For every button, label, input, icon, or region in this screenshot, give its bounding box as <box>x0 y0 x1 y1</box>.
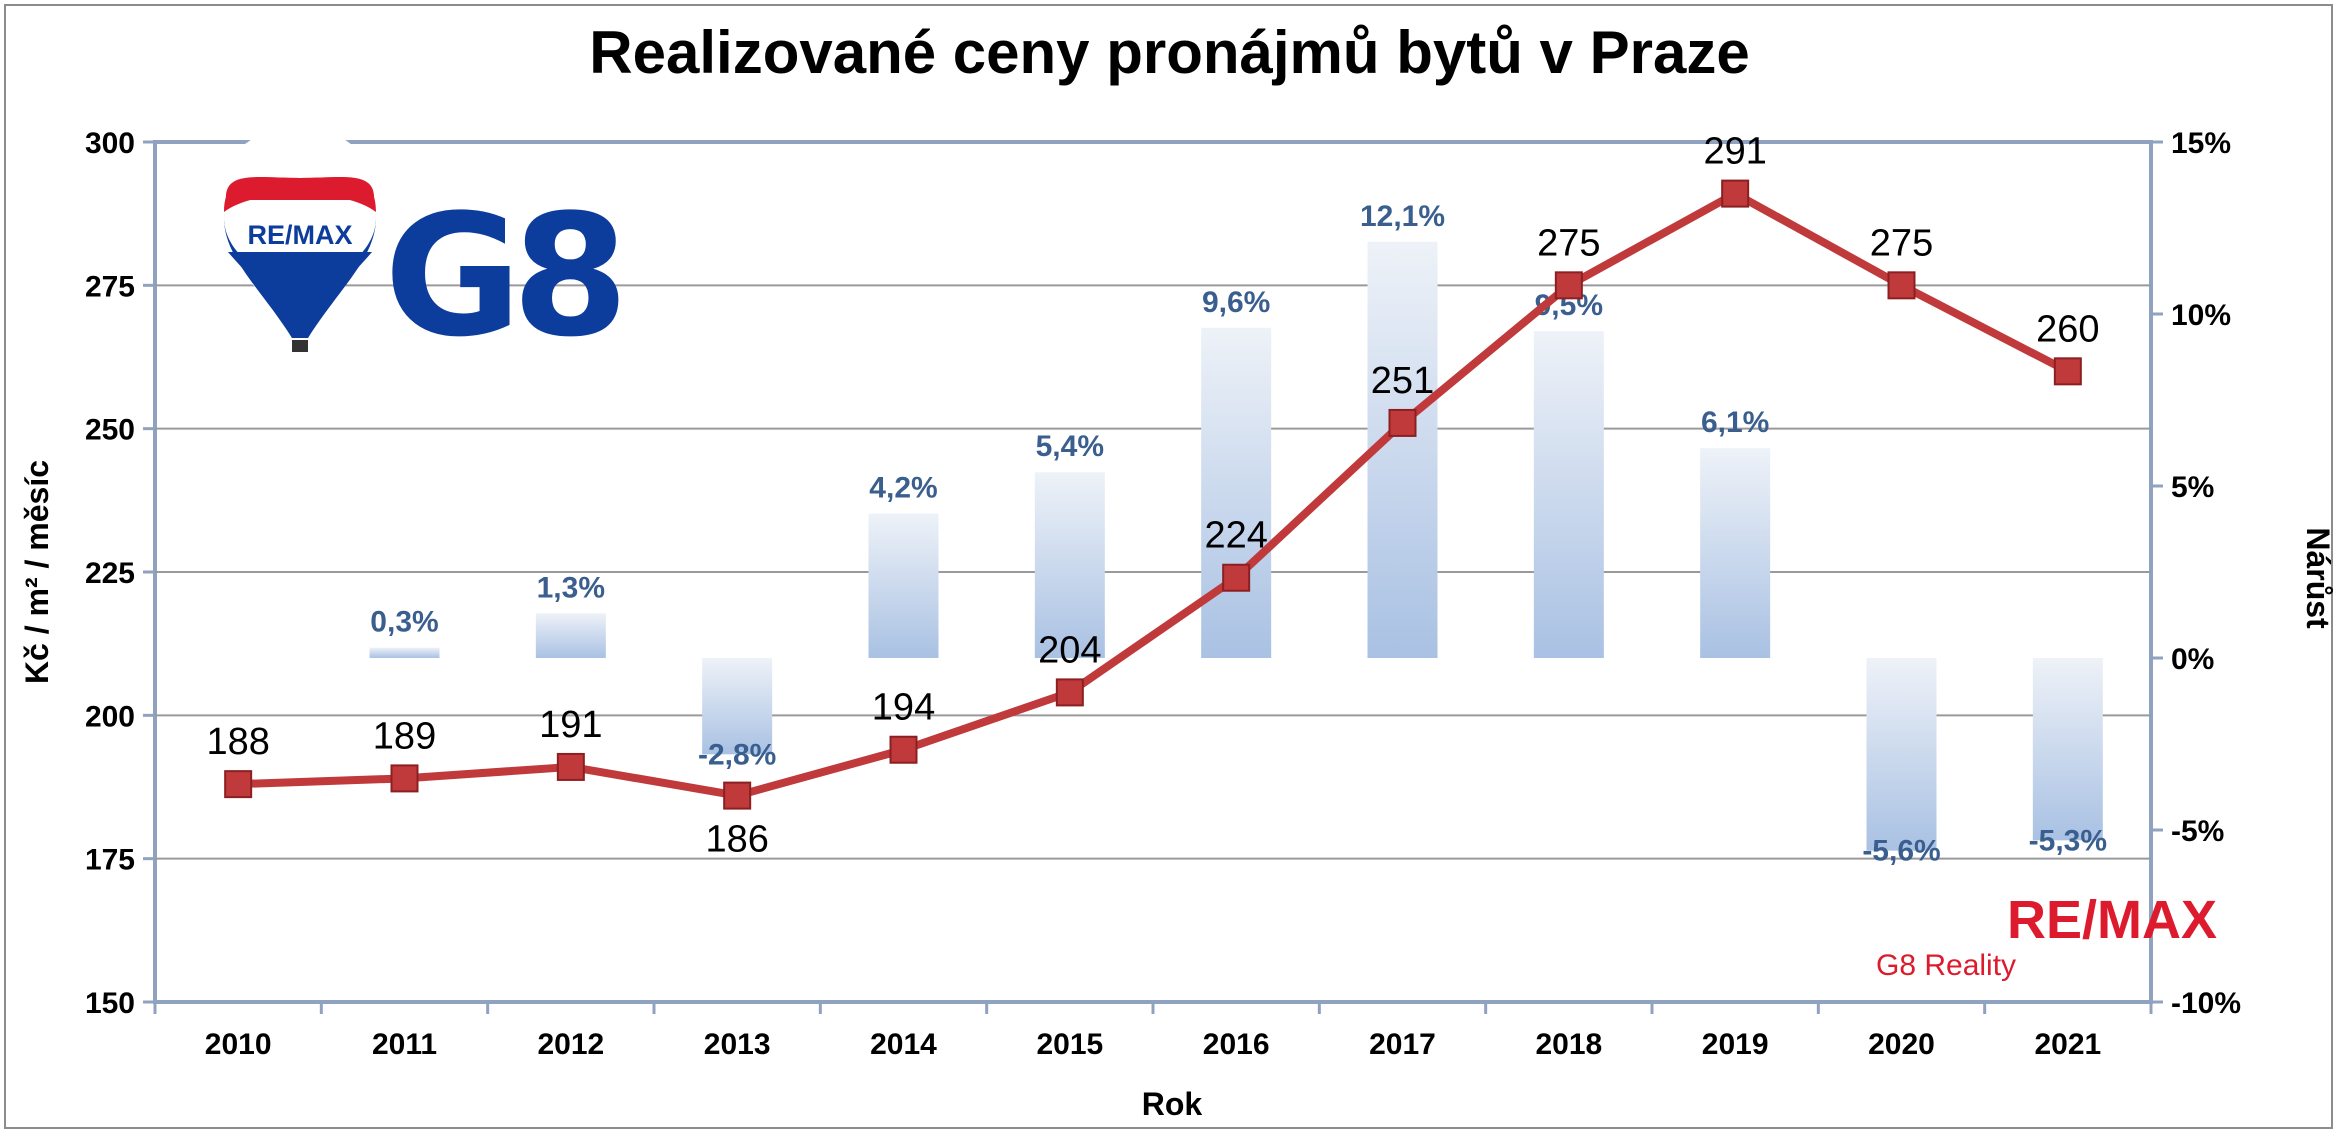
price-label-2012: 191 <box>539 704 602 746</box>
price-label-2017: 251 <box>1371 360 1434 402</box>
x-axis-title: Rok <box>1142 1086 1203 1122</box>
remax-brand-text: RE/MAX <box>2007 890 2217 950</box>
price-label-2021: 260 <box>2036 308 2099 350</box>
growth-bar-labels: 0,3%1,3%-2,8%4,2%5,4%9,6%12,1%9,5%6,1%-5… <box>370 200 2107 868</box>
growth-label-2017: 12,1% <box>1360 200 1445 233</box>
price-label-2018: 275 <box>1537 222 1600 264</box>
x-tick-label: 2012 <box>537 1028 604 1061</box>
growth-bars <box>369 241 2103 851</box>
price-marker-2020 <box>1887 271 1916 300</box>
left-tick-label: 150 <box>85 987 135 1020</box>
g8-logo-text: G8 <box>384 178 619 374</box>
x-tick-label: 2011 <box>372 1028 437 1061</box>
price-label-2020: 275 <box>1870 222 1933 264</box>
left-tick-label: 300 <box>85 127 135 160</box>
price-marker-2021 <box>2053 357 2082 386</box>
left-axis-ticks: 150 175 200 225 250 275 300 <box>85 127 155 1020</box>
price-labels: 188 189 191 186 194 204 224 251 275 291 275 260 <box>206 131 2099 861</box>
x-tick-label: 2010 <box>205 1028 272 1061</box>
price-label-2010: 188 <box>206 721 269 763</box>
growth-label-2020: -5,6% <box>1862 835 1940 868</box>
price-line <box>224 179 2082 810</box>
price-label-2019: 291 <box>1703 131 1766 173</box>
growth-bar-2012 <box>535 613 606 658</box>
growth-label-2013: -2,8% <box>698 738 776 771</box>
growth-bar-2015 <box>1034 472 1105 658</box>
growth-label-2012: 1,3% <box>537 571 605 604</box>
price-label-2013: 186 <box>705 819 768 861</box>
price-marker-2018 <box>1554 271 1583 300</box>
right-tick-label: 0% <box>2171 643 2214 676</box>
x-tick-label: 2019 <box>1702 1028 1769 1061</box>
growth-label-2015: 5,4% <box>1036 430 1104 463</box>
growth-bar-2020 <box>1866 658 1937 851</box>
right-axis-title: Nárůst <box>2300 527 2336 629</box>
price-label-2011: 189 <box>373 715 436 757</box>
chart-title: Realizované ceny pronájmů bytů v Praze <box>589 19 1750 86</box>
price-marker-2019 <box>1721 179 1750 208</box>
price-marker-2013 <box>723 781 752 810</box>
price-marker-2012 <box>556 752 585 781</box>
x-axis-ticks: 2010 2011 2012 2013 2014 2015 2016 2017 2018 2019… <box>153 1002 2153 1061</box>
price-label-2014: 194 <box>872 687 935 729</box>
remax-balloon-logo: RE/MAX <box>203 118 376 352</box>
left-axis-title: Kč / m² / měsíc <box>19 460 55 684</box>
growth-bar-2018 <box>1533 331 1604 658</box>
right-tick-label: 15% <box>2171 127 2231 160</box>
x-tick-label: 2018 <box>1535 1028 1602 1061</box>
price-marker-2011 <box>390 764 419 793</box>
left-tick-label: 275 <box>85 270 135 303</box>
g8-reality-text: G8 Reality <box>1876 949 2016 982</box>
growth-label-2016: 9,6% <box>1202 286 1270 319</box>
growth-bar-2013 <box>702 658 773 755</box>
left-tick-label: 175 <box>85 844 135 877</box>
price-line-path <box>238 189 2070 800</box>
x-tick-label: 2013 <box>704 1028 771 1061</box>
right-tick-label: -10% <box>2171 987 2241 1020</box>
growth-bar-2011 <box>369 647 440 658</box>
price-marker-2014 <box>889 735 918 764</box>
growth-bar-2016 <box>1201 327 1272 658</box>
price-marker-2016 <box>1222 563 1251 592</box>
right-axis-ticks: -10% -5% 0% 5% 10% 15% <box>2151 127 2241 1020</box>
x-tick-label: 2016 <box>1203 1028 1270 1061</box>
x-tick-label: 2021 <box>2034 1028 2101 1061</box>
price-marker-2015 <box>1055 678 1084 707</box>
price-label-2016: 224 <box>1204 515 1267 557</box>
x-tick-label: 2017 <box>1369 1028 1436 1061</box>
growth-label-2014: 4,2% <box>869 472 937 505</box>
right-tick-label: 10% <box>2171 299 2231 332</box>
left-tick-label: 200 <box>85 700 135 733</box>
growth-label-2019: 6,1% <box>1701 406 1769 439</box>
gridlines <box>155 284 2151 860</box>
x-tick-label: 2015 <box>1036 1028 1103 1061</box>
right-tick-label: 5% <box>2171 471 2214 504</box>
balloon-brand-text: RE/MAX <box>247 220 352 250</box>
growth-label-2011: 0,3% <box>370 606 438 639</box>
growth-bar-2019 <box>1700 448 1771 658</box>
left-tick-label: 225 <box>85 557 135 590</box>
price-marker-2010 <box>224 770 253 799</box>
left-tick-label: 250 <box>85 414 135 447</box>
growth-bar-2014 <box>868 513 939 658</box>
price-marker-2017 <box>1388 408 1417 437</box>
x-tick-label: 2014 <box>870 1028 937 1061</box>
price-label-2015: 204 <box>1038 629 1101 671</box>
growth-label-2021: -5,3% <box>2029 824 2107 857</box>
x-tick-label: 2020 <box>1868 1028 1935 1061</box>
growth-bar-2021 <box>2032 658 2103 841</box>
right-tick-label: -5% <box>2171 815 2224 848</box>
